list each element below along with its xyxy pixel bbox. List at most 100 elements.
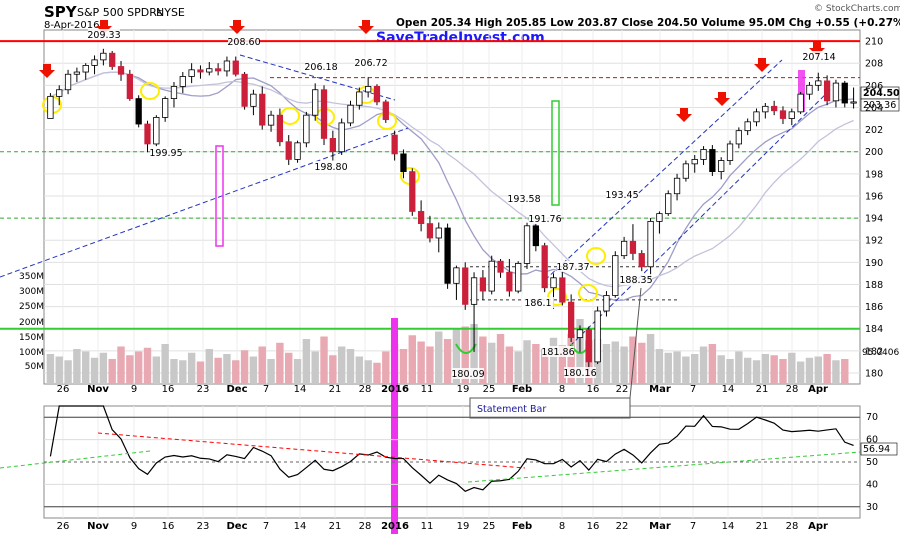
- volume-bar: [523, 340, 531, 384]
- candle-body: [700, 149, 707, 160]
- volume-bar: [196, 361, 205, 384]
- candle-body: [382, 101, 389, 121]
- x-axis-label: 2016: [381, 384, 409, 395]
- price-annotation: 186.1: [524, 298, 551, 309]
- volume-bar: [479, 336, 487, 384]
- x-axis-label: 21: [329, 521, 342, 532]
- candle-body: [435, 227, 442, 239]
- candle-body: [64, 73, 72, 91]
- volume-bar: [682, 356, 690, 384]
- candle-body: [409, 171, 416, 212]
- volume-bar: [364, 360, 372, 384]
- candle-body: [109, 52, 116, 67]
- volume-bar: [205, 349, 213, 384]
- x-axis-label: 11: [421, 384, 434, 395]
- candle-body: [638, 253, 645, 268]
- volume-tick-label: 50M: [25, 362, 44, 372]
- volume-bar: [55, 356, 63, 384]
- price-annotation-bg: [315, 161, 347, 172]
- volume-bar: [611, 341, 619, 384]
- candle-body: [303, 114, 310, 144]
- candle-body: [815, 80, 822, 86]
- price-annotation: 191.76: [528, 214, 561, 225]
- volume-bar: [267, 359, 275, 384]
- candle-body: [91, 59, 98, 66]
- x-axis-label: 23: [197, 384, 210, 395]
- candle-body: [806, 84, 813, 95]
- candle-body: [744, 121, 751, 132]
- candle-body: [779, 110, 787, 119]
- price-tick-label: 190: [865, 258, 883, 269]
- candle-body: [170, 86, 178, 99]
- chart-security-name: S&P 500 SPDRs: [77, 6, 163, 19]
- candle-body: [497, 260, 504, 273]
- volume-bar: [223, 354, 231, 384]
- volume-bar: [558, 345, 567, 384]
- magenta-box: [215, 145, 224, 247]
- x-axis-label: 28: [359, 384, 372, 395]
- volume-bar: [232, 360, 240, 384]
- volume-bar: [258, 346, 266, 384]
- price-annotation: 193.58: [507, 194, 540, 205]
- price-annotation-bg: [803, 51, 835, 62]
- candle-body: [444, 227, 451, 284]
- price-annotation: 208.60: [227, 37, 260, 48]
- channel-lower: [569, 87, 833, 347]
- price-annotation-bg: [88, 29, 120, 40]
- candle-body: [126, 73, 133, 99]
- volume-bar: [99, 352, 108, 384]
- volume-bar: [426, 346, 434, 384]
- x-axis-label: Nov: [87, 521, 109, 532]
- red-arrow-icon: [96, 20, 112, 34]
- statement-bar-box: [469, 397, 631, 419]
- x-axis-label: 21: [329, 384, 342, 395]
- price-tick-label: 200: [865, 147, 883, 158]
- volume-bar: [161, 344, 169, 384]
- volume-bar: [708, 344, 717, 384]
- x-axis-label: 25: [483, 521, 496, 532]
- candle-body: [479, 277, 487, 292]
- volume-bar: [602, 344, 611, 384]
- price-annotation-bg: [150, 147, 182, 158]
- oscillator-support-line: [0, 450, 151, 469]
- candle-body: [673, 177, 681, 195]
- candle-body: [426, 223, 434, 239]
- volume-bar: [117, 346, 125, 384]
- price-annotation-bg: [564, 367, 596, 378]
- volume-bar: [276, 342, 284, 384]
- price-annotation-bg: [542, 346, 574, 357]
- candle-body: [576, 329, 584, 338]
- candle-body: [691, 159, 698, 165]
- candle-body: [850, 101, 857, 104]
- x-axis-label: 8: [559, 521, 565, 532]
- magenta-bar-2016: [391, 318, 398, 534]
- price-annotation-bg: [606, 189, 638, 200]
- candle-body: [620, 240, 628, 257]
- price-annotation-bg: [522, 297, 554, 308]
- candle-body: [718, 160, 725, 173]
- volume-tick-label: 150M: [19, 333, 44, 343]
- trendline-descending: [239, 54, 396, 101]
- volume-bar: [743, 357, 752, 384]
- volume-bar: [249, 356, 258, 384]
- volume-bar: [735, 351, 743, 384]
- candle-body: [400, 153, 407, 172]
- volume-bar: [64, 360, 72, 384]
- volume-tick-label: 200M: [19, 318, 44, 328]
- candle-body: [771, 105, 778, 112]
- right-price-tag: [860, 98, 900, 112]
- x-axis-label: Dec: [226, 384, 247, 395]
- candle-body: [603, 295, 610, 312]
- volume-bar: [126, 355, 134, 384]
- x-axis-label: Mar: [649, 521, 671, 532]
- lower-tick-label: 30: [866, 502, 878, 513]
- price-annotation: 209.33: [87, 30, 120, 41]
- price-tick-label: 186: [865, 302, 883, 313]
- oscillator-last-tag: [860, 442, 898, 456]
- volume-bar: [788, 352, 796, 384]
- candle-body: [709, 149, 716, 173]
- x-axis-label: 9: [131, 384, 137, 395]
- volume-bar: [470, 324, 478, 384]
- candle-body: [823, 80, 831, 102]
- x-axis-label: 8: [559, 384, 565, 395]
